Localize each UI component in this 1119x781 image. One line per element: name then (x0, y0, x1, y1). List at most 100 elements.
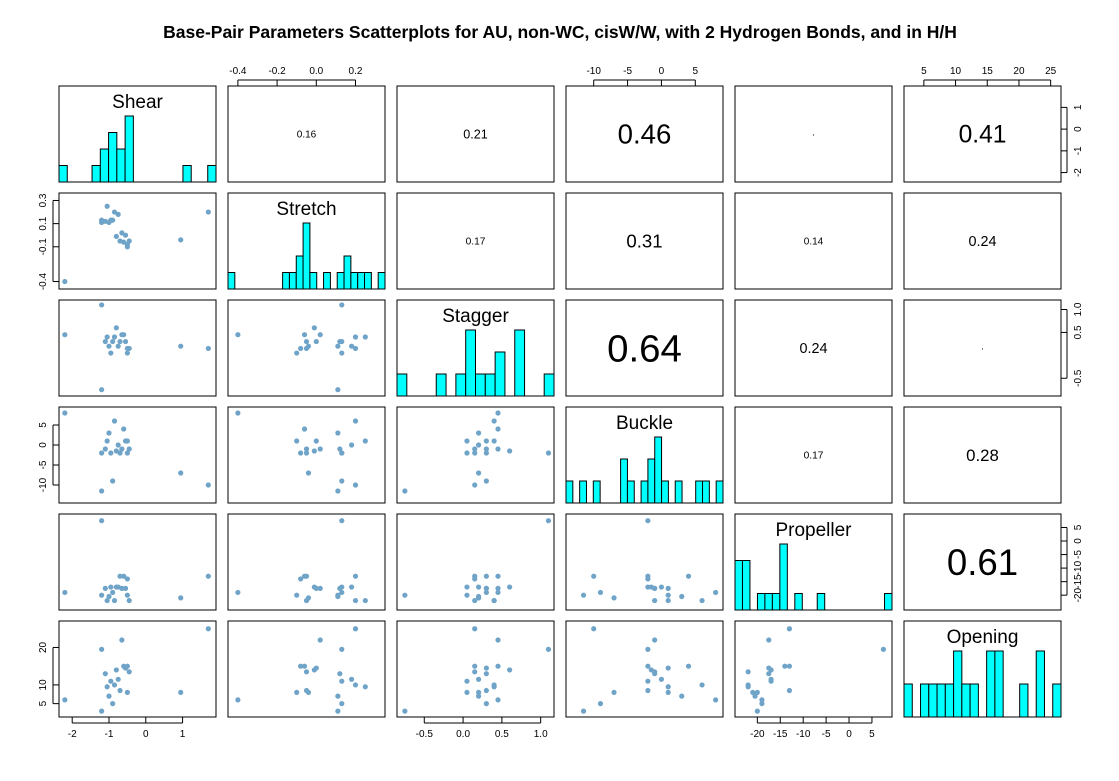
hist-bar (936, 683, 946, 718)
panel-frame (734, 192, 893, 290)
scatter-point (335, 708, 341, 714)
scatter-point (352, 682, 359, 688)
scatter-point (104, 597, 110, 604)
hist-bar (771, 593, 781, 611)
panel-frame (565, 620, 724, 718)
scatter-point (298, 345, 304, 352)
scatter-point (303, 446, 310, 452)
correlation-value: · (981, 344, 984, 355)
variable-label: Stretch (276, 199, 336, 220)
panel-stagger-stagger: Stagger (396, 299, 555, 397)
panel-stretch-stretch: Stretch (227, 192, 386, 290)
scatter-point (335, 430, 341, 436)
scatter-point (362, 597, 368, 604)
tick-label: 20 (38, 641, 49, 653)
scatter-point (745, 682, 751, 688)
scatter-point (122, 338, 129, 345)
scatter-point (178, 343, 184, 349)
panel-frame (396, 620, 555, 718)
scatter-point (766, 671, 772, 677)
scatter-point (483, 665, 489, 671)
panel-buckle-stretch (227, 406, 386, 504)
scatter-point (339, 678, 345, 684)
scatter-point (301, 426, 308, 432)
scatter-point (335, 593, 341, 600)
scatter-point (301, 332, 308, 338)
hist-bar (969, 683, 979, 718)
hist-bar (91, 165, 101, 183)
tick-label: 1 (1073, 104, 1084, 110)
scatter-point (483, 446, 489, 452)
scatter-point (113, 667, 119, 673)
scatter-point (352, 418, 359, 424)
scatter-point (99, 302, 105, 308)
variable-label: Propeller (775, 520, 852, 541)
scatter-point (495, 446, 501, 452)
panel-frame (396, 513, 555, 611)
panel-buckle-opening (903, 406, 1062, 504)
tick-label: -5 (822, 729, 831, 740)
hist-bar (756, 593, 766, 611)
scatter-point (102, 671, 108, 677)
hist-bar (396, 373, 408, 397)
panel-opening-shear (58, 620, 217, 718)
hist-bar (475, 373, 486, 397)
scatter-point (119, 585, 125, 592)
hist-bar (1052, 683, 1062, 718)
scatter-point (205, 482, 211, 488)
scatter-point (491, 418, 497, 424)
variable-label: Shear (112, 92, 163, 113)
scatter-point (652, 597, 658, 604)
hist-bar (647, 458, 656, 504)
tick-label: 0.5 (495, 729, 509, 740)
panel-propeller-propeller: Propeller (734, 513, 893, 611)
scatter-point (339, 701, 345, 707)
correlation-value: · (812, 130, 815, 141)
tick-label: -15 (773, 729, 788, 740)
hist-bar (465, 329, 476, 397)
scatter-point (880, 646, 887, 652)
scatter-point (115, 343, 121, 349)
scatter-point (713, 697, 719, 703)
panel-frame (227, 299, 386, 397)
panel-stagger-stretch (227, 299, 386, 397)
panel-frame (734, 620, 893, 718)
scatter-point (495, 426, 501, 432)
scatter-point (115, 211, 121, 217)
scatter-point (665, 689, 671, 696)
scatter-point (62, 278, 68, 285)
hist-bar (484, 373, 496, 397)
tick-label: 0.0 (309, 66, 323, 77)
correlation-value: 0.61 (947, 542, 1018, 583)
scatter-point (294, 689, 300, 696)
hist-bar (884, 593, 893, 611)
scatter-point (472, 450, 478, 456)
scatter-point (110, 701, 116, 707)
scatter-point (99, 387, 105, 393)
tick-label: 0 (659, 66, 665, 77)
scatter-point (611, 689, 617, 696)
scatter-point (102, 585, 108, 592)
panel-frame (903, 513, 1062, 611)
panel-stagger-propeller (734, 299, 893, 397)
scatter-point (99, 488, 105, 494)
scatter-point (106, 593, 112, 600)
scatter-point (685, 663, 692, 669)
tick-label: 1.0 (534, 729, 548, 740)
panel-buckle-buckle: Buckle (565, 406, 724, 504)
tick-label: 0 (1073, 538, 1084, 544)
variable-label: Stagger (442, 306, 509, 327)
scatter-point (104, 203, 110, 209)
scatter-point (126, 597, 132, 604)
scatter-point (472, 663, 478, 669)
correlation-value: 0.21 (463, 127, 488, 141)
panel-stretch-shear (58, 192, 217, 290)
scatter-point (665, 684, 671, 690)
hist-bar (953, 650, 963, 718)
scatter-point (495, 589, 501, 596)
correlation-value: 0.46 (618, 119, 672, 150)
scatter-point (124, 576, 130, 582)
tick-label: 0 (846, 729, 852, 740)
scatter-point (483, 687, 489, 694)
